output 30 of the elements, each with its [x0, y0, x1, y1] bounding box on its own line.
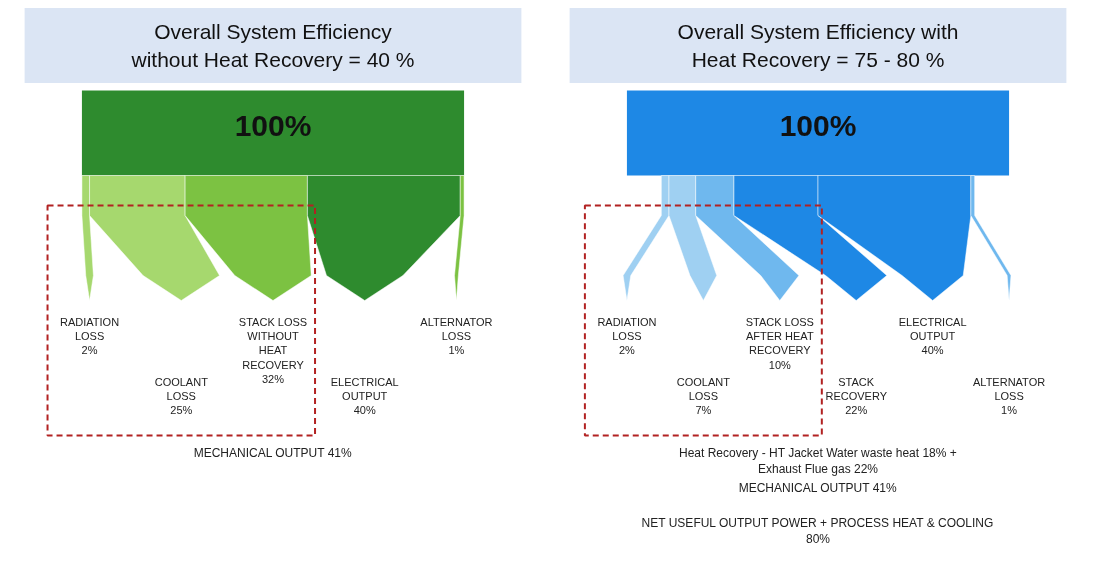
data-label: 1%	[448, 344, 465, 357]
data-label: 40%	[353, 404, 376, 417]
text: Overall System Efficiency without Heat Recovery = 40 %	[130, 20, 415, 71]
category-label: COOLANT LOSS	[676, 375, 731, 402]
text: 100%	[779, 109, 857, 142]
data-label: 7%	[695, 404, 712, 417]
category-label: STACK LOSS WITHOUT HEAT RECOVERY	[238, 315, 308, 371]
category-label: ALTERNATOR LOSS	[420, 315, 493, 342]
category-label: ELECTRICAL OUTPUT	[898, 315, 967, 342]
data-label: 1%	[1001, 404, 1018, 417]
text: Overall System Efficiency with Heat Recovery = 75 - 80 %	[677, 20, 959, 71]
category-label: RADIATION LOSS	[60, 315, 120, 342]
data-label: 25%	[170, 404, 193, 417]
data-label: 2%	[81, 344, 98, 357]
category-label: RADIATION LOSS	[597, 315, 657, 342]
text: MECHANICAL OUTPUT 41%	[738, 480, 898, 495]
text: 100%	[234, 109, 312, 142]
data-label: 40%	[921, 344, 944, 357]
text: MECHANICAL OUTPUT 41%	[193, 445, 353, 460]
category-label: STACK LOSS AFTER HEAT RECOVERY	[745, 315, 814, 357]
text: NET USEFUL OUTPUT POWER + PROCESS HEAT & COOLING 80%	[641, 515, 994, 547]
data-label: 2%	[618, 344, 636, 357]
category-label: ELECTRICAL OUTPUT	[330, 375, 399, 402]
data-label: 32%	[261, 373, 285, 386]
category-label: ALTERNATOR LOSS	[973, 375, 1046, 402]
category-label: COOLANT LOSS	[154, 375, 209, 402]
text: Heat Recovery - HT Jacket Water waste heat 18% + Exhaust Flue gas 22%	[679, 445, 957, 477]
data-label: 10%	[768, 358, 792, 371]
category-label: STACK RECOVERY	[825, 375, 888, 402]
data-label: 22%	[845, 404, 868, 417]
